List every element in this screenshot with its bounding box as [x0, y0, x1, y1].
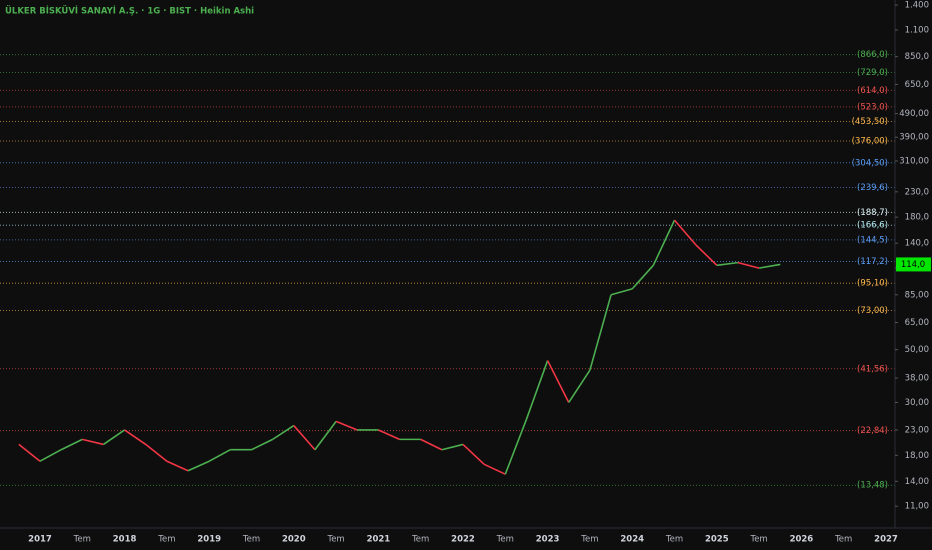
- level-label: (866,0): [857, 50, 888, 60]
- y-tick-label: 14,00: [905, 477, 929, 487]
- price-segment: [441, 443, 464, 451]
- price-segment: [251, 438, 274, 451]
- x-tick-label: 2022: [451, 535, 475, 545]
- y-tick-label: 140,0: [905, 239, 929, 249]
- price-segment: [208, 449, 231, 462]
- axes: 1.400 1.100 850,0 650,0 490,00 390,00 310,00 23…: [28, 1, 931, 545]
- level-label: (239,6): [857, 183, 888, 193]
- x-tick-label: 2024: [620, 535, 644, 545]
- chart-title: ÜLKER BİSKÜVİ SANAYİ A.Ş. · 1G · BIST · …: [5, 6, 254, 17]
- x-tick-label: Tem: [242, 535, 260, 545]
- x-tick-label: 2026: [790, 535, 814, 545]
- price-segment: [335, 420, 358, 431]
- plot-area: (866,0) (729,0) (614,0) (523,0) (453,50) (376…: [0, 50, 895, 491]
- price-segment: [102, 429, 126, 446]
- price-segment: [314, 420, 337, 451]
- y-tick-label: 390,00: [899, 133, 929, 143]
- price-segment: [378, 429, 400, 441]
- level-label: (304,50): [852, 158, 888, 168]
- price-segment: [462, 443, 485, 465]
- x-tick-label: 2021: [367, 535, 391, 545]
- level-label: (453,50): [852, 117, 888, 127]
- y-tick-label: 65,00: [905, 318, 929, 328]
- price-axis-panel: [895, 0, 932, 550]
- y-tick-label: 310,00: [899, 156, 929, 166]
- y-tick-label: 490,00: [899, 109, 929, 119]
- price-segment: [39, 449, 62, 462]
- y-tick-label: 1.100: [905, 25, 929, 35]
- level-label: (144,5): [857, 235, 888, 245]
- y-tick-label: 38,00: [905, 374, 929, 384]
- level-label: (729,0): [857, 68, 888, 78]
- price-segment: [546, 360, 570, 403]
- price-segment: [18, 443, 41, 462]
- price-segment: [504, 419, 528, 475]
- price-segment: [652, 219, 676, 266]
- y-tick-label: 18,00: [905, 451, 929, 461]
- level-label: (523,0): [857, 102, 888, 112]
- level-label: (73,00): [857, 306, 888, 316]
- x-tick-label: Tem: [749, 535, 767, 545]
- x-tick-label: 2017: [28, 535, 52, 545]
- price-segment: [420, 438, 443, 451]
- price-segment: [525, 360, 549, 420]
- level-label: (188,7): [857, 208, 888, 218]
- x-tick-label: 2019: [197, 535, 221, 545]
- x-tick-label: Tem: [834, 535, 852, 545]
- x-tick-label: 2027: [874, 535, 898, 545]
- x-tick-label: 2020: [282, 535, 306, 545]
- y-tick-label: 50,00: [905, 345, 929, 355]
- level-label: (13,48): [857, 481, 888, 491]
- price-segment: [187, 460, 210, 472]
- price-segment: [631, 264, 654, 290]
- y-tick-label: 1.400: [905, 1, 929, 11]
- x-tick-label: 2023: [536, 535, 560, 545]
- y-tick-label: 230,0: [905, 187, 929, 197]
- y-tick-label: 650,0: [905, 80, 929, 90]
- price-segment: [483, 463, 506, 475]
- y-tick-label: 11,00: [905, 502, 929, 512]
- y-tick-label: 30,00: [905, 398, 929, 408]
- x-tick-label: Tem: [157, 535, 175, 545]
- price-segment: [589, 294, 612, 371]
- price-segment: [82, 438, 104, 446]
- x-tick-label: 2025: [705, 535, 729, 545]
- price-segment: [716, 261, 739, 267]
- price-segment: [272, 424, 295, 441]
- x-tick-label: Tem: [73, 535, 91, 545]
- price-segment: [293, 425, 316, 451]
- level-label: (41,56): [857, 364, 888, 374]
- price-segment: [166, 460, 189, 472]
- price-segment: [758, 263, 781, 269]
- level-label: (117,2): [857, 257, 888, 267]
- x-tick-label: 2018: [113, 535, 137, 545]
- level-label: (95,10): [857, 279, 888, 289]
- y-tick-label: 180,0: [905, 213, 929, 223]
- x-tick-label: Tem: [496, 535, 514, 545]
- x-tick-label: Tem: [411, 535, 429, 545]
- price-segment: [673, 219, 697, 246]
- x-tick-label: Tem: [580, 535, 598, 545]
- level-label: (166,6): [857, 221, 888, 231]
- last-price-tag: [896, 257, 931, 272]
- level-label: (376,00): [852, 137, 888, 147]
- level-label: (22,84): [857, 426, 888, 436]
- price-segment: [610, 288, 633, 296]
- level-label: (614,0): [857, 86, 888, 96]
- x-tick-label: Tem: [665, 535, 683, 545]
- x-tick-label: Tem: [326, 535, 344, 545]
- y-tick-label: 85,00: [905, 290, 929, 300]
- price-segment: [60, 438, 83, 451]
- price-segment: [568, 369, 591, 403]
- y-tick-label: 23,00: [905, 425, 929, 435]
- last-price-label: 114,0: [901, 260, 925, 270]
- price-segment: [124, 429, 147, 446]
- y-tick-label: 850,0: [905, 52, 929, 62]
- price-segment: [695, 244, 718, 266]
- price-segment: [737, 261, 760, 269]
- price-segment: [145, 443, 168, 462]
